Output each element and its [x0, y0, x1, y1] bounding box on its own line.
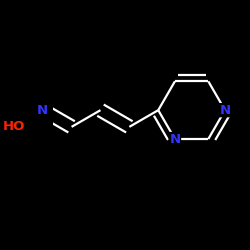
Text: N: N	[169, 132, 180, 145]
Text: N: N	[37, 104, 48, 117]
Text: HO: HO	[2, 120, 25, 133]
Text: N: N	[220, 104, 230, 117]
